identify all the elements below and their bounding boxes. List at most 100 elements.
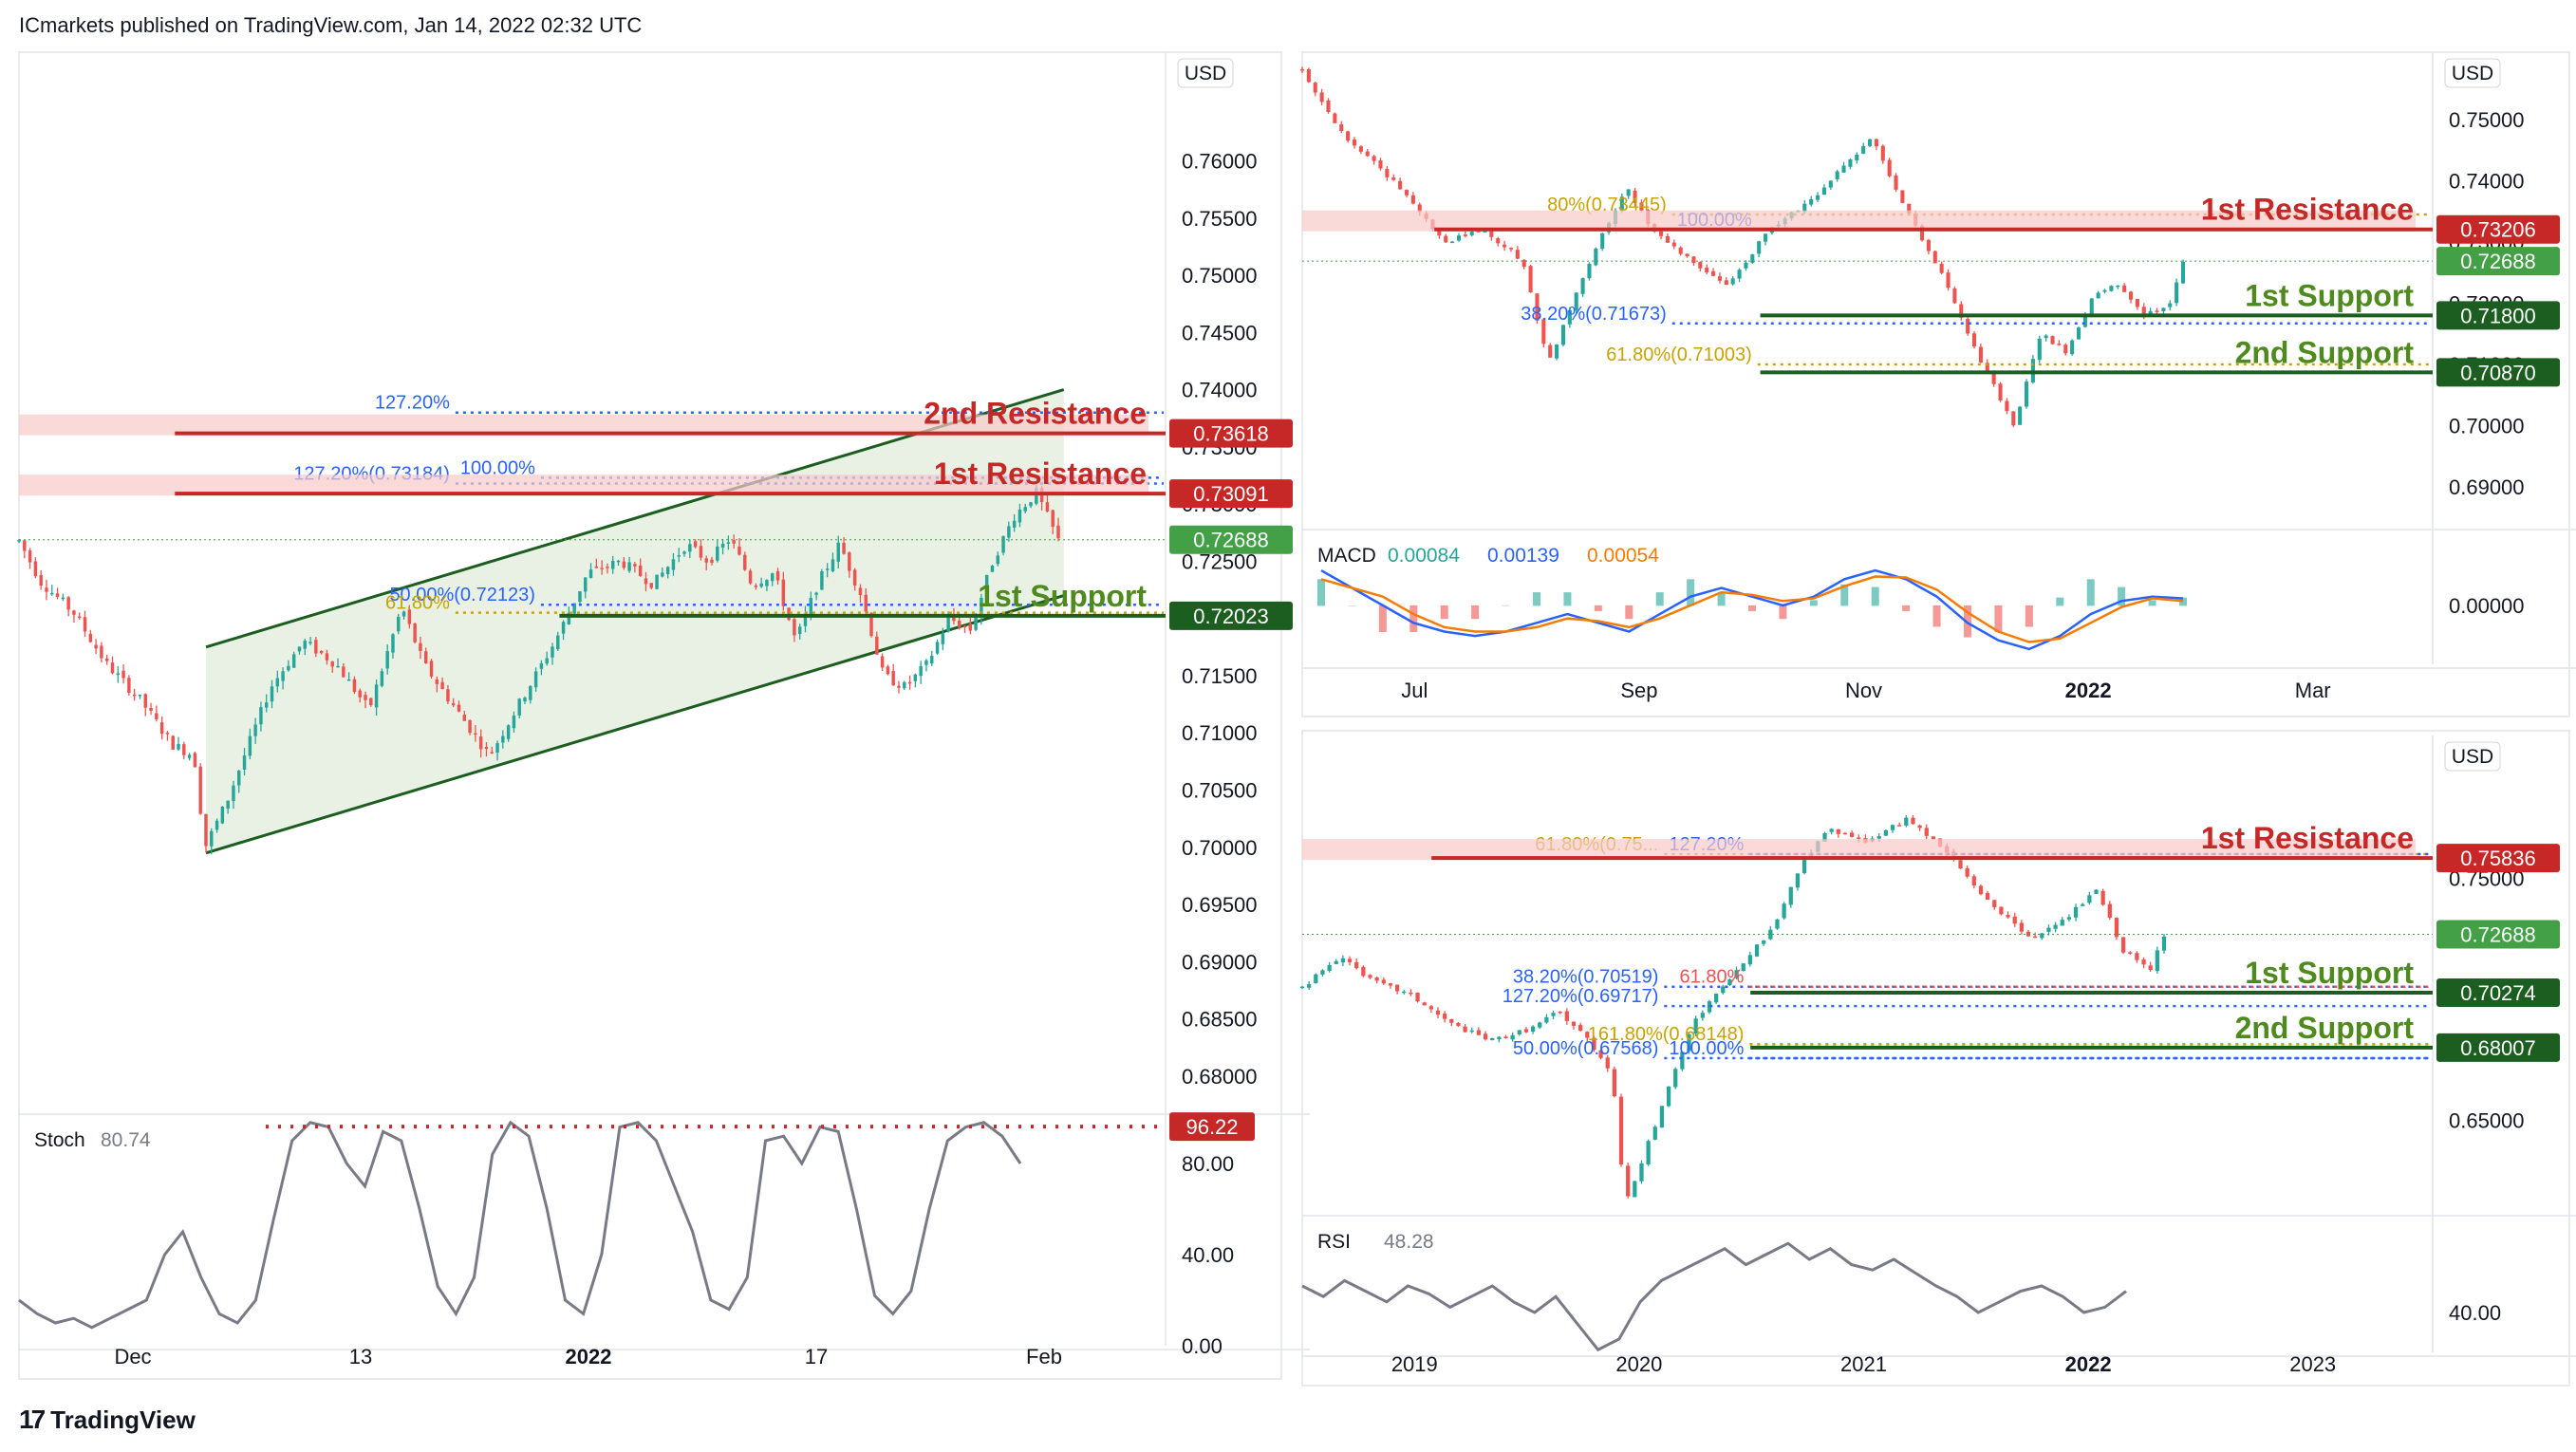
candle-body xyxy=(155,713,159,719)
x-tick-label: Dec xyxy=(114,1345,151,1368)
candle-body xyxy=(1449,1018,1454,1023)
candle-body xyxy=(1652,1126,1657,1140)
candle-body xyxy=(886,666,890,675)
candle-body xyxy=(1917,825,1922,828)
indicator-value: 80.74 xyxy=(101,1129,151,1151)
candle-body xyxy=(638,565,643,577)
candle-body xyxy=(1544,1016,1549,1023)
candle-body xyxy=(143,694,147,708)
candle-body xyxy=(1659,1106,1665,1128)
candle-body xyxy=(1952,288,1957,304)
indicator-level-value: 96.22 xyxy=(1185,1115,1238,1139)
candle-body xyxy=(716,546,719,561)
channel-fill xyxy=(205,389,1064,853)
candle-body xyxy=(1307,984,1312,988)
candle-body xyxy=(693,541,698,548)
candle-body xyxy=(308,642,312,643)
candle-body xyxy=(2060,920,2064,926)
candle-body xyxy=(1673,1069,1678,1088)
y-tick-label: 0.75000 xyxy=(1182,264,1258,288)
candle-body xyxy=(1538,1022,1542,1028)
candle-body xyxy=(33,561,38,577)
candle-body xyxy=(1985,363,1989,373)
candle-body xyxy=(1368,975,1372,978)
candle-body xyxy=(17,540,21,542)
candle-body xyxy=(710,559,714,563)
candle-body xyxy=(1551,1013,1556,1016)
candle-body xyxy=(1724,280,1728,286)
candle-body xyxy=(688,544,692,552)
candle-body xyxy=(858,587,863,596)
candle-body xyxy=(2087,895,2092,903)
candle-body xyxy=(1510,1034,1515,1040)
candle-body xyxy=(1757,241,1762,254)
candle-body xyxy=(2135,953,2139,960)
candle-body xyxy=(1698,262,1703,269)
candle-body xyxy=(1555,344,1559,359)
candle-body xyxy=(644,578,648,585)
macd-histogram-bar xyxy=(2086,579,2095,606)
candle-body xyxy=(1361,966,1366,977)
candle-body xyxy=(1897,825,1902,827)
candle-body xyxy=(275,678,280,687)
candle-body xyxy=(474,733,477,735)
candle-body xyxy=(1605,1057,1610,1069)
candle-body xyxy=(793,619,796,636)
current-price-value: 0.72688 xyxy=(2460,250,2536,273)
y-tick-label: 0.68000 xyxy=(1182,1065,1258,1089)
candle-body xyxy=(2100,890,2105,905)
candle-body xyxy=(2096,292,2100,299)
macd-line xyxy=(1320,568,2184,651)
candle-body xyxy=(1795,873,1801,888)
macd-histogram-bar xyxy=(1994,605,2003,632)
y-tick-label: 0.68500 xyxy=(1182,1008,1258,1032)
candle-body xyxy=(561,622,566,634)
candle-body xyxy=(1023,507,1027,512)
candle-body xyxy=(2070,340,2075,355)
candle-body xyxy=(78,616,82,619)
candle-body xyxy=(2057,344,2062,345)
candle-body xyxy=(193,753,197,768)
candle-body xyxy=(457,704,461,712)
candle-body xyxy=(364,695,367,700)
level-label: 1st Support xyxy=(978,579,1147,613)
candle-body xyxy=(2107,903,2112,919)
x-tick-label: Jul xyxy=(1401,679,1428,702)
indicator-line xyxy=(1301,1241,2127,1352)
resistance-zone xyxy=(19,414,1148,436)
candle-body xyxy=(1665,235,1670,243)
candle-body xyxy=(446,689,450,702)
candle-body xyxy=(1939,263,1944,273)
candle-body xyxy=(1619,196,1624,211)
candle-body xyxy=(1381,979,1386,984)
macd-histogram-bar xyxy=(1779,605,1787,620)
candle-body xyxy=(1523,1029,1529,1033)
level-label: 1st Support xyxy=(2245,956,2414,990)
candle-body xyxy=(661,572,664,577)
candle-body xyxy=(374,684,379,708)
candle-body xyxy=(1388,983,1393,986)
chart-frame-0 xyxy=(18,51,1282,1380)
candle-body xyxy=(1998,383,2003,400)
candle-body xyxy=(529,685,532,700)
candle-body xyxy=(385,651,389,669)
tradingview-brand[interactable]: 17 TradingView xyxy=(19,1405,196,1435)
candle-body xyxy=(397,616,401,632)
candle-body xyxy=(1463,234,1467,236)
candle-body xyxy=(820,570,824,590)
candle-body xyxy=(1574,292,1578,311)
candle-body xyxy=(1476,1030,1482,1035)
candle-body xyxy=(2046,927,2051,932)
candle-body xyxy=(401,611,406,617)
candle-body xyxy=(539,662,544,669)
candle-body xyxy=(759,583,763,587)
candle-body xyxy=(1503,1036,1508,1038)
indicator-tick: 80.00 xyxy=(1182,1152,1234,1176)
x-tick-label: 13 xyxy=(349,1345,372,1368)
candle-body xyxy=(848,552,851,571)
level-price-value: 0.70274 xyxy=(2460,981,2536,1005)
level-label: 2nd Support xyxy=(2235,1011,2415,1045)
candle-body xyxy=(1409,992,1413,995)
candle-body xyxy=(1340,958,1346,963)
candle-body xyxy=(352,679,357,693)
